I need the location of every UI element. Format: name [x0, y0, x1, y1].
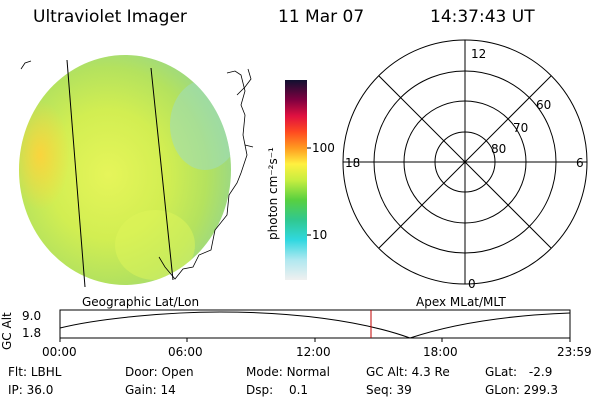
- mlt-0-label: 0: [468, 277, 476, 291]
- mlt-18-label: 18: [345, 156, 361, 170]
- status-seq: Seq: 39: [366, 383, 412, 397]
- status-gain-value: 14: [160, 383, 176, 397]
- instrument-title: Ultraviolet Imager: [33, 7, 187, 27]
- status-mode: Mode: Normal: [246, 365, 330, 379]
- x-tick-1800: 18:00: [423, 345, 458, 359]
- polar-projection-label: Apex MLat/MLT: [416, 295, 506, 309]
- status-gcalt: GC Alt: 4.3 Re: [366, 365, 450, 379]
- status-gcalt-value: 4.3 Re: [411, 365, 450, 379]
- x-tick-2359: 23:59: [557, 345, 592, 359]
- status-ip: IP: 36.0: [8, 383, 53, 397]
- colorbar: [285, 80, 311, 280]
- altitude-ylabel: GC Alt: [0, 312, 14, 350]
- coastline: [244, 144, 254, 148]
- status-gain: Gain: 14: [125, 383, 176, 397]
- status-flt-label: Flt:: [8, 365, 27, 379]
- status-ip-value: 36.0: [26, 383, 54, 397]
- meridian-line: [66, 59, 86, 288]
- lat-60-label: 60: [536, 98, 552, 112]
- x-tick-0000: 00:00: [42, 345, 77, 359]
- polar-grid: [342, 39, 588, 285]
- status-glat-value: -2.9: [528, 365, 553, 379]
- date-label: 11 Mar 07: [278, 7, 365, 27]
- status-glat-label: GLat:: [485, 365, 518, 379]
- status-seq-label: Seq:: [366, 383, 393, 397]
- status-door-value: Open: [161, 365, 194, 379]
- altitude-curve: [59, 311, 571, 339]
- coastline: [236, 68, 252, 96]
- status-dsp-value: 0.1: [288, 383, 309, 397]
- meridian-line: [150, 67, 174, 281]
- uv-image: [19, 55, 254, 288]
- status-door: Door: Open: [125, 365, 194, 379]
- altitude-plot: [59, 309, 571, 342]
- status-gain-label: Gain:: [125, 383, 157, 397]
- status-flt-value: LBHL: [30, 365, 62, 379]
- status-seq-value: 39: [396, 383, 412, 397]
- status-dsp: Dsp: 0.1: [246, 383, 308, 397]
- status-flt: Flt: LBHL: [8, 365, 61, 379]
- lat-80-label: 80: [491, 142, 507, 156]
- colorbar-tick-100: 100: [312, 141, 335, 155]
- status-gcalt-label: GC Alt:: [366, 365, 408, 379]
- status-mode-label: Mode:: [246, 365, 283, 379]
- mlt-6-label: 6: [576, 156, 584, 170]
- colorbar-tick-10: 10: [312, 228, 328, 242]
- x-tick-0600: 06:00: [168, 345, 203, 359]
- status-ip-label: IP:: [8, 383, 23, 397]
- coastline: [20, 60, 32, 70]
- time-label: 14:37:43 UT: [430, 7, 535, 27]
- status-glon-label: GLon:: [485, 383, 520, 397]
- colorbar-unit-label: photon cm⁻²s⁻¹: [266, 147, 280, 240]
- altitude-ymax: 9.0: [22, 309, 42, 323]
- status-glon-value: 299.3: [523, 383, 558, 397]
- x-tick-1200: 12:00: [296, 345, 331, 359]
- status-glat: GLat: -2.9: [485, 365, 552, 379]
- mlt-12-label: 12: [471, 47, 487, 61]
- status-door-label: Door:: [125, 365, 158, 379]
- status-glon: GLon: 299.3: [485, 383, 558, 397]
- status-dsp-label: Dsp:: [246, 383, 274, 397]
- status-mode-value: Normal: [286, 365, 330, 379]
- image-projection-label: Geographic Lat/Lon: [82, 295, 200, 309]
- altitude-ymin: 1.8: [22, 326, 42, 340]
- lat-70-label: 70: [513, 121, 529, 135]
- coastline: [158, 70, 248, 280]
